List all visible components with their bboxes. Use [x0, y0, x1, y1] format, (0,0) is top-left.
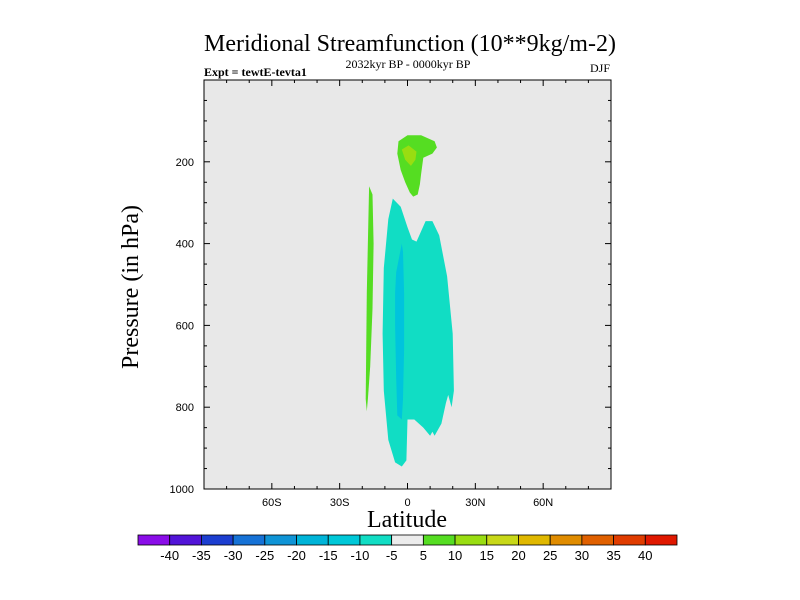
contour-regions — [365, 135, 454, 467]
y-tick-label: 400 — [176, 239, 194, 251]
colorbar-label: -25 — [255, 548, 274, 563]
colorbar-label: -5 — [386, 548, 398, 563]
colorbar-label: 20 — [511, 548, 525, 563]
colorbar-label: 40 — [638, 548, 652, 563]
contour-region-positive-cell-upper-core — [401, 145, 417, 166]
colorbar-swatch — [296, 534, 329, 546]
colorbar-label: 35 — [606, 548, 620, 563]
x-tick-label: 30S — [330, 497, 350, 509]
colorbar-swatch — [232, 534, 266, 546]
colorbar-swatch — [518, 534, 551, 546]
colorbar-swatch — [201, 534, 234, 546]
colorbar-label: -15 — [319, 548, 338, 563]
colorbar-label: 5 — [420, 548, 427, 563]
x-tick-label: 0 — [404, 497, 410, 509]
colorbar-label: -10 — [351, 548, 370, 563]
y-tick-label: 200 — [176, 157, 194, 169]
y-tick-label: 1000 — [170, 484, 194, 496]
colorbar-swatch — [359, 534, 393, 546]
y-tick-label: 800 — [176, 402, 194, 414]
x-tick-label: 60N — [533, 497, 553, 509]
colorbar-label: 15 — [480, 548, 494, 563]
colorbar-label: 10 — [448, 548, 462, 563]
colorbar-swatch — [264, 534, 297, 546]
colorbar-swatch — [613, 534, 646, 546]
colorbar-swatch — [581, 534, 614, 546]
colorbar-label: -35 — [192, 548, 211, 563]
x-tick-label: 60S — [262, 497, 282, 509]
colorbar-swatch — [644, 534, 678, 546]
x-tick-label: 30N — [465, 497, 485, 509]
chart-title: Meridional Streamfunction (10**9kg/m-2) — [204, 31, 616, 57]
colorbar-swatch — [486, 534, 519, 546]
y-axis-label: Pressure (in hPa) — [118, 205, 144, 369]
colorbar-swatch — [549, 534, 583, 546]
colorbar-label: 25 — [543, 548, 557, 563]
colorbar-swatch — [327, 534, 361, 546]
colorbar-label: -20 — [287, 548, 306, 563]
x-axis-label: Latitude — [367, 507, 447, 533]
colorbar-swatch — [137, 534, 171, 546]
contour-region-negative-cell-core — [395, 243, 405, 420]
colorbar-label: -40 — [160, 548, 179, 563]
colorbar-label: 30 — [575, 548, 589, 563]
colorbar-label: -30 — [224, 548, 243, 563]
colorbar-swatch — [422, 534, 456, 546]
chart-subtitle-center: 2032kyr BP - 0000kyr BP — [346, 57, 471, 71]
contour-region-positive-cell-left — [365, 186, 374, 412]
chart-subtitle-left: Expt = tewtE-tevta1 — [204, 65, 307, 79]
colorbar: -40 -35 -30 -25 -20 -15 -10 -5 5 10 15 20 25 30 35 40 — [137, 534, 678, 563]
colorbar-swatch — [391, 534, 424, 546]
chart-subtitle-right: DJF — [590, 61, 610, 75]
axis-ticks: 60S 30S 0 30N 60N 200 400 600 800 1000 — [170, 80, 611, 509]
colorbar-swatch — [169, 534, 202, 546]
colorbar-swatch — [454, 534, 488, 546]
y-tick-label: 600 — [176, 320, 194, 332]
